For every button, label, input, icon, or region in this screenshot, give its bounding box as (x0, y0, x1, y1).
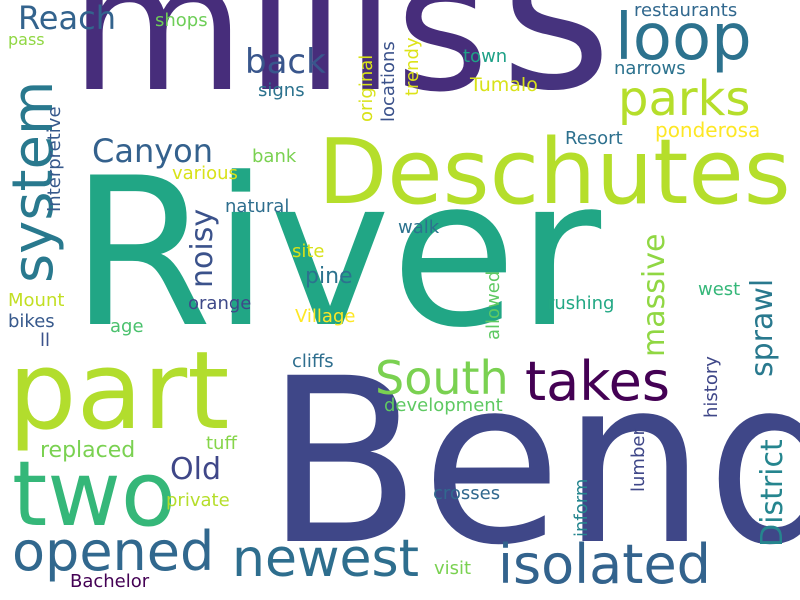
word-takes: takes (525, 350, 670, 413)
word-resort: Resort (565, 128, 623, 149)
word-inform: inform (571, 478, 592, 537)
word-deschutes: Deschutes (318, 120, 791, 225)
word-tumalo: Tumalo (470, 74, 538, 96)
word-pine: pine (305, 264, 353, 289)
word-newest: newest (232, 529, 419, 589)
word-orange: orange (188, 293, 252, 314)
word-bachelor: Bachelor (70, 571, 150, 592)
word-town: town (463, 46, 508, 67)
word-natural: natural (225, 196, 290, 217)
word-reach: Reach (18, 0, 116, 37)
word-south: South (375, 351, 509, 405)
word-interpretive: Interpretive (44, 106, 65, 212)
word-mills: mills (70, 0, 490, 132)
word-sprawl: sprawl (745, 278, 780, 377)
word-canyon: Canyon (92, 132, 214, 170)
word-ponderosa: ponderosa (655, 118, 761, 142)
word-parks: parks (618, 71, 751, 127)
word-private: private (166, 490, 230, 511)
word-pass: pass (8, 30, 45, 49)
word-crosses: crosses (433, 483, 501, 504)
word-village: Village (295, 306, 356, 327)
word-part: part (8, 329, 230, 454)
word-bank: bank (252, 146, 297, 167)
word-mount: Mount (8, 290, 65, 311)
word-district: District (755, 439, 790, 547)
word-various: various (172, 163, 238, 184)
word-walk: walk (398, 217, 440, 238)
word-age: age (110, 316, 144, 337)
word-narrows: narrows (614, 58, 686, 79)
word-cliffs: cliffs (292, 351, 334, 372)
word-locations: locations (378, 41, 399, 122)
word-bend: Bend (265, 329, 800, 595)
word-allowed: allowed (483, 270, 504, 340)
word-west: west (698, 279, 741, 300)
word-site: site (292, 241, 325, 262)
word-old: Old (170, 452, 221, 487)
word-original: original (356, 54, 377, 122)
word-river: River (70, 135, 602, 373)
word-trendy: trendy (402, 37, 423, 96)
word-massive: massive (637, 233, 672, 357)
word-noisy: noisy (185, 208, 220, 288)
word-s: s (500, 0, 613, 138)
word-tuff: tuff (206, 433, 237, 454)
word-isolated: isolated (498, 533, 711, 596)
word-loop: loop (615, 1, 752, 75)
word-shops: shops (155, 10, 208, 31)
word-history: history (701, 356, 722, 418)
word-restaurants: restaurants (634, 0, 738, 21)
word-ll: ll (40, 330, 51, 351)
word-development: development (384, 395, 503, 416)
word-signs: signs (258, 80, 305, 101)
word-opened: opened (12, 520, 215, 583)
word-back: back (245, 42, 326, 82)
word-replaced: replaced (40, 438, 136, 463)
word-bikes: bikes (8, 311, 55, 332)
word-rushing: rushing (547, 293, 615, 314)
word-two: two (12, 442, 176, 547)
word-lumber: lumber (628, 428, 649, 492)
word-visit: visit (434, 558, 472, 579)
